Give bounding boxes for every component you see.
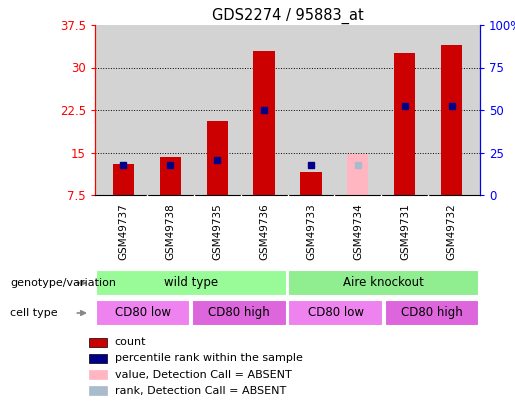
- Bar: [253, 51, 274, 195]
- Bar: [288, 301, 383, 326]
- Text: Aire knockout: Aire knockout: [344, 276, 424, 289]
- Bar: [89, 386, 107, 395]
- Text: CD80 high: CD80 high: [401, 306, 463, 319]
- Bar: [207, 122, 228, 195]
- Bar: [160, 157, 181, 195]
- Bar: [89, 338, 107, 347]
- Text: GSM49731: GSM49731: [400, 204, 410, 260]
- Text: value, Detection Call = ABSENT: value, Detection Call = ABSENT: [115, 370, 291, 379]
- Text: GSM49732: GSM49732: [447, 204, 457, 260]
- Text: GSM49737: GSM49737: [118, 204, 128, 260]
- Text: GSM49735: GSM49735: [212, 204, 222, 260]
- Text: count: count: [115, 337, 146, 347]
- Text: GSM49733: GSM49733: [306, 204, 316, 260]
- Bar: [89, 354, 107, 363]
- Bar: [288, 271, 479, 296]
- Bar: [113, 164, 134, 195]
- Bar: [96, 271, 286, 296]
- Text: wild type: wild type: [164, 276, 218, 289]
- Bar: [394, 53, 416, 195]
- Bar: [96, 301, 190, 326]
- Text: CD80 low: CD80 low: [115, 306, 171, 319]
- Bar: [441, 45, 462, 195]
- Title: GDS2274 / 95883_at: GDS2274 / 95883_at: [212, 7, 364, 23]
- Text: GSM49738: GSM49738: [165, 204, 175, 260]
- Bar: [192, 301, 286, 326]
- Text: CD80 low: CD80 low: [307, 306, 364, 319]
- Bar: [89, 370, 107, 379]
- Text: genotype/variation: genotype/variation: [10, 278, 116, 288]
- Text: CD80 high: CD80 high: [209, 306, 270, 319]
- Bar: [385, 301, 479, 326]
- Text: rank, Detection Call = ABSENT: rank, Detection Call = ABSENT: [115, 386, 286, 396]
- Text: percentile rank within the sample: percentile rank within the sample: [115, 354, 302, 363]
- Bar: [300, 173, 321, 195]
- Text: GSM49736: GSM49736: [259, 204, 269, 260]
- Bar: [347, 153, 369, 195]
- Text: GSM49734: GSM49734: [353, 204, 363, 260]
- Text: cell type: cell type: [10, 308, 58, 318]
